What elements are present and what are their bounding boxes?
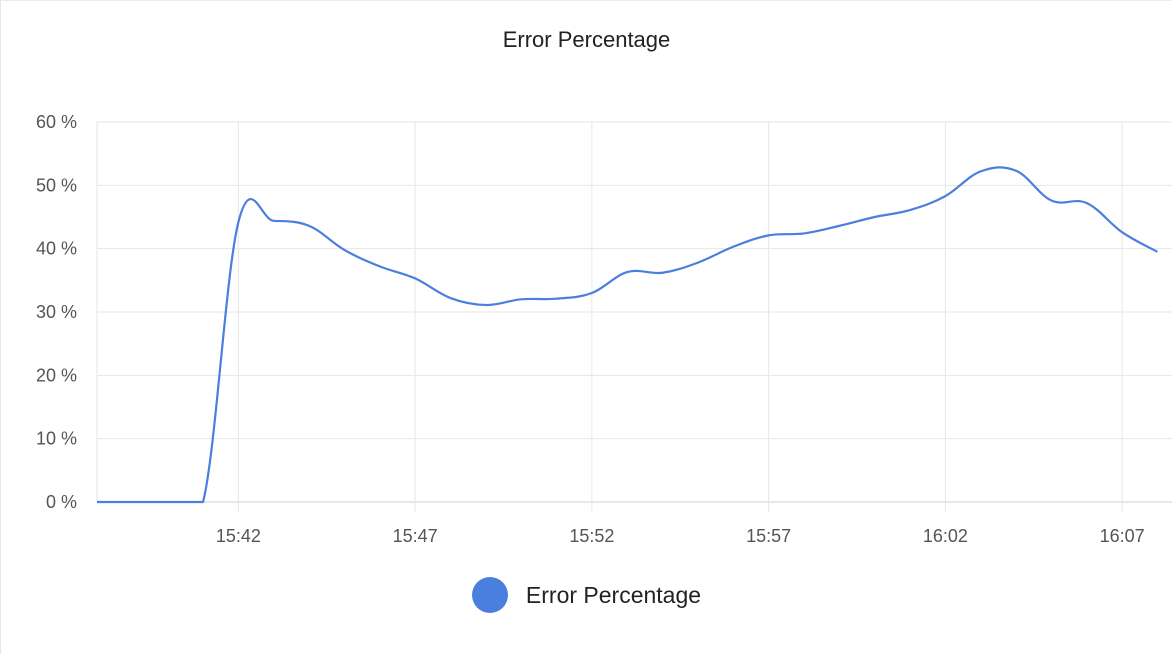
x-axis-ticks: 15:42 15:47 15:52 15:57 16:02 16:07 xyxy=(216,526,1145,546)
legend[interactable]: Error Percentage xyxy=(1,577,1172,613)
y-tick-label: 50 % xyxy=(36,175,77,195)
series-group xyxy=(96,166,1159,504)
x-tick-label: 15:52 xyxy=(569,526,614,546)
legend-swatch[interactable] xyxy=(471,577,508,613)
x-tick-label: 16:07 xyxy=(1100,526,1145,546)
y-axis-ticks: 0 % 10 % 20 % 30 % 40 % 50 % 60 % xyxy=(36,112,77,512)
y-tick-label: 10 % xyxy=(36,429,77,449)
series-line-error-percentage xyxy=(96,166,1159,504)
y-tick-label: 0 % xyxy=(46,492,77,512)
x-tick-label: 16:02 xyxy=(923,526,968,546)
grid-lines xyxy=(96,121,1172,512)
x-tick-label: 15:42 xyxy=(216,526,261,546)
x-tick-label: 15:57 xyxy=(746,526,791,546)
legend-label[interactable]: Error Percentage xyxy=(525,581,702,608)
x-tick-label: 15:47 xyxy=(393,526,438,546)
chart-title: Error Percentage xyxy=(502,27,671,52)
y-tick-label: 20 % xyxy=(36,365,77,385)
y-tick-label: 40 % xyxy=(36,239,77,259)
y-tick-label: 30 % xyxy=(36,302,77,322)
y-tick-label: 60 % xyxy=(36,112,77,132)
